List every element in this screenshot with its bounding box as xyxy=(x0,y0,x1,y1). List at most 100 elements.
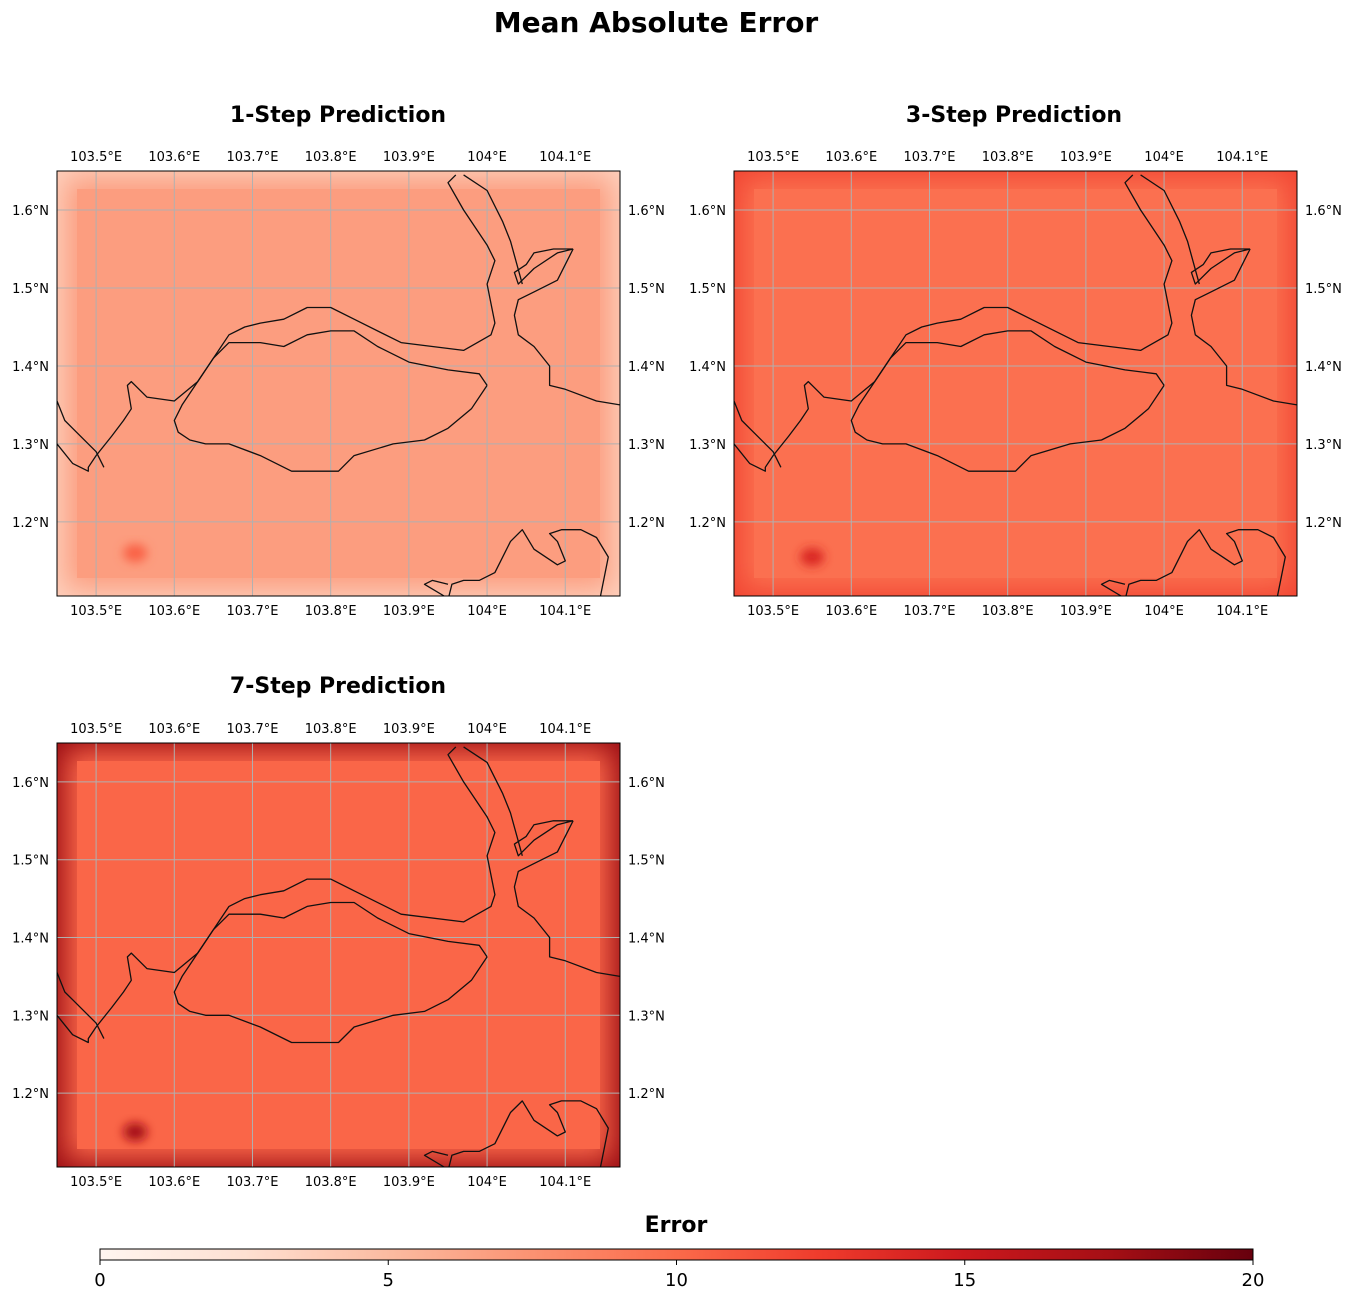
colorbar-tick-label: 20 xyxy=(1242,1270,1265,1291)
error-hotspot xyxy=(123,544,148,563)
x-tick-label-bottom: 103.6°E xyxy=(148,1175,200,1190)
error-field xyxy=(57,743,620,1167)
coastline xyxy=(57,746,496,1044)
colorbar-tick-label: 15 xyxy=(953,1270,976,1291)
y-tick-label-right: 1.4°N xyxy=(628,360,665,375)
y-tick-label-right: 1.5°N xyxy=(628,282,665,297)
panel-3: 7-Step Prediction 103.5°E 103.5°E 103.6°E 1… xyxy=(12,674,665,1190)
coastline xyxy=(463,746,523,856)
coastline xyxy=(1125,529,1286,596)
gridlines xyxy=(57,171,620,596)
error-field xyxy=(57,171,620,596)
y-tick-label-right: 1.3°N xyxy=(628,438,665,453)
coastline xyxy=(1100,579,1126,596)
error-hotspot xyxy=(123,1122,148,1141)
x-tick-label-bottom: 103.5°E xyxy=(70,604,122,619)
y-tick-label-right: 1.2°N xyxy=(628,1087,665,1102)
y-tick-label-left: 1.3°N xyxy=(12,438,49,453)
x-tick-label-top: 103.7°E xyxy=(227,722,279,737)
coastline xyxy=(423,579,449,596)
y-tick-label-left: 1.4°N xyxy=(689,360,726,375)
x-tick-label-bottom: 103.9°E xyxy=(1060,604,1112,619)
x-tick-label-top: 103.8°E xyxy=(982,150,1034,165)
y-tick-label-right: 1.6°N xyxy=(628,204,665,219)
coastline xyxy=(1140,174,1200,285)
panel-title: 7-Step Prediction xyxy=(230,674,446,699)
coastline xyxy=(57,400,105,468)
x-tick-label-bottom: 103.7°E xyxy=(227,604,279,619)
x-tick-label-bottom: 104°E xyxy=(467,1175,507,1190)
x-tick-label-bottom: 103.5°E xyxy=(747,604,799,619)
x-tick-label-bottom: 103.7°E xyxy=(904,604,956,619)
y-tick-label-right: 1.3°N xyxy=(628,1009,665,1024)
y-tick-label-right: 1.6°N xyxy=(628,776,665,791)
y-tick-label-left: 1.5°N xyxy=(12,282,49,297)
x-tick-label-bottom: 103.9°E xyxy=(383,1175,435,1190)
coastline xyxy=(513,248,574,285)
panel-2: 3-Step Prediction 103.5°E 103.5°E 103.6°E 1… xyxy=(689,103,1342,619)
coastlines xyxy=(57,174,620,596)
axes-frame xyxy=(56,742,621,1168)
x-tick-label-bottom: 103.8°E xyxy=(305,1175,357,1190)
mean-error-core xyxy=(77,761,600,1149)
y-tick-label-left: 1.6°N xyxy=(12,776,49,791)
y-tick-label-right: 1.3°N xyxy=(1305,438,1342,453)
x-tick-label-top: 103.8°E xyxy=(305,722,357,737)
coastline xyxy=(734,400,782,468)
x-tick-label-top: 103.7°E xyxy=(904,150,956,165)
x-tick-label-bottom: 104°E xyxy=(467,604,507,619)
x-tick-label-top: 103.6°E xyxy=(148,722,200,737)
y-tick-label-right: 1.2°N xyxy=(628,516,665,531)
axes-frame xyxy=(56,170,621,597)
x-tick-label-bottom: 103.6°E xyxy=(148,604,200,619)
y-tick-label-right: 1.5°N xyxy=(628,854,665,869)
colorbar-label: Error xyxy=(645,1213,708,1238)
coastline xyxy=(173,901,488,1044)
y-tick-label-left: 1.3°N xyxy=(12,1009,49,1024)
x-tick-label-top: 103.6°E xyxy=(148,150,200,165)
mean-error-core xyxy=(77,189,600,578)
coastline xyxy=(513,248,620,406)
x-tick-label-top: 104.1°E xyxy=(539,722,591,737)
coastline xyxy=(173,330,488,472)
colorbar: Error 0 5 10 15 20 xyxy=(94,1213,1264,1291)
x-tick-label-top: 103.7°E xyxy=(227,150,279,165)
axes-frame xyxy=(733,170,1298,597)
x-tick-label-top: 104°E xyxy=(467,722,507,737)
coastline xyxy=(448,529,609,596)
y-tick-label-right: 1.2°N xyxy=(1305,516,1342,531)
x-tick-label-bottom: 103.9°E xyxy=(383,604,435,619)
panel-title: 3-Step Prediction xyxy=(906,103,1122,128)
x-tick-label-bottom: 103.8°E xyxy=(982,604,1034,619)
y-tick-label-left: 1.5°N xyxy=(689,282,726,297)
colorbar-tick-label: 0 xyxy=(94,1270,105,1291)
x-tick-label-top: 103.6°E xyxy=(825,150,877,165)
x-tick-label-top: 104.1°E xyxy=(1216,150,1268,165)
coastline xyxy=(448,1100,609,1167)
coastline xyxy=(850,330,1165,472)
x-tick-label-bottom: 103.5°E xyxy=(70,1175,122,1190)
x-tick-label-top: 104°E xyxy=(1144,150,1184,165)
error-hotspot xyxy=(800,548,825,567)
coastline xyxy=(513,820,574,857)
coastline xyxy=(1190,248,1297,406)
x-tick-label-bottom: 103.6°E xyxy=(825,604,877,619)
gridlines xyxy=(57,743,620,1167)
x-tick-label-top: 103.9°E xyxy=(383,150,435,165)
coastline xyxy=(734,174,1173,472)
colorbar-tick-label: 10 xyxy=(665,1270,688,1291)
x-tick-label-top: 103.8°E xyxy=(305,150,357,165)
y-tick-label-left: 1.2°N xyxy=(12,516,49,531)
x-tick-label-bottom: 103.7°E xyxy=(227,1175,279,1190)
coastline xyxy=(513,820,620,978)
chart-title: Mean Absolute Error xyxy=(494,6,819,39)
colorbar-tick-label: 5 xyxy=(383,1270,394,1291)
y-tick-label-right: 1.4°N xyxy=(1305,360,1342,375)
y-tick-label-left: 1.6°N xyxy=(689,204,726,219)
coastline xyxy=(423,1150,449,1167)
y-tick-label-left: 1.5°N xyxy=(12,854,49,869)
y-tick-label-left: 1.4°N xyxy=(12,931,49,946)
x-tick-label-top: 104.1°E xyxy=(539,150,591,165)
coastline xyxy=(57,174,496,472)
